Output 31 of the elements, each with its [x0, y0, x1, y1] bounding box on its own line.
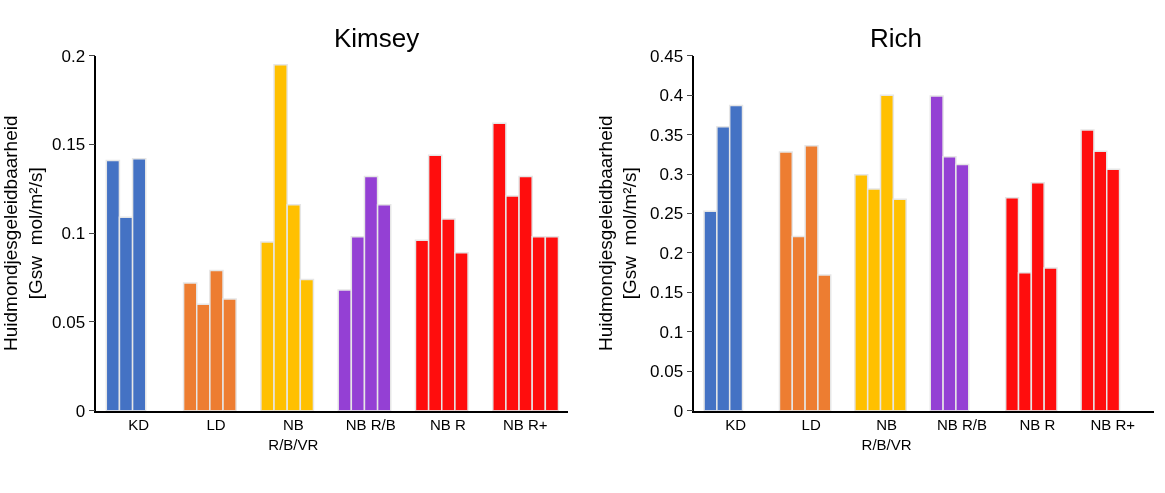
y-tick-label: 0.2 [659, 243, 684, 263]
y-axis-title: Huidmondjesgeleidbaarheid [Gsw mol/m²/s] [0, 115, 46, 352]
x-tick-label: NB R/B/VR [268, 416, 319, 453]
chart-title: Rich [870, 23, 923, 53]
y-tick-label: 0.3 [659, 165, 684, 185]
x-tick-label: NB R/B/VR [861, 416, 912, 453]
y-axis-title: Huidmondjesgeleidbaarheid [Gsw mol/m²/s] [594, 115, 641, 352]
x-tick-label: KD [128, 416, 150, 434]
y-tick-label: 0.1 [659, 322, 684, 342]
x-tick-label: NB R+ [502, 416, 548, 434]
y-tick-label: 0.05 [650, 362, 684, 382]
x-tick-label: LD [801, 416, 821, 434]
y-tick-label: 0.1 [61, 224, 86, 244]
x-tick-label: NB R/B [345, 416, 396, 434]
y-tick-label: 0.25 [650, 204, 684, 224]
x-tick-label: NB R/B [936, 416, 987, 434]
y-tick-label: 0.35 [650, 125, 684, 145]
y-tick-label: 0.05 [52, 312, 86, 332]
chart-title: Kimsey [334, 23, 420, 53]
x-tick-label: NB R [430, 416, 467, 434]
y-tick-label: 0 [75, 401, 86, 421]
y-tick-label: 0.15 [650, 283, 684, 303]
x-tick-label: NB R+ [1090, 416, 1136, 434]
x-tick-label: KD [725, 416, 747, 434]
y-tick-label: 0.15 [52, 135, 86, 155]
y-tick-label: 0.2 [61, 46, 86, 66]
x-tick-label: NB R [1019, 416, 1056, 434]
y-tick-label: 0.4 [659, 86, 684, 106]
y-tick-label: 0 [673, 401, 684, 421]
x-tick-label: LD [206, 416, 226, 434]
y-tick-label: 0.45 [650, 46, 684, 66]
